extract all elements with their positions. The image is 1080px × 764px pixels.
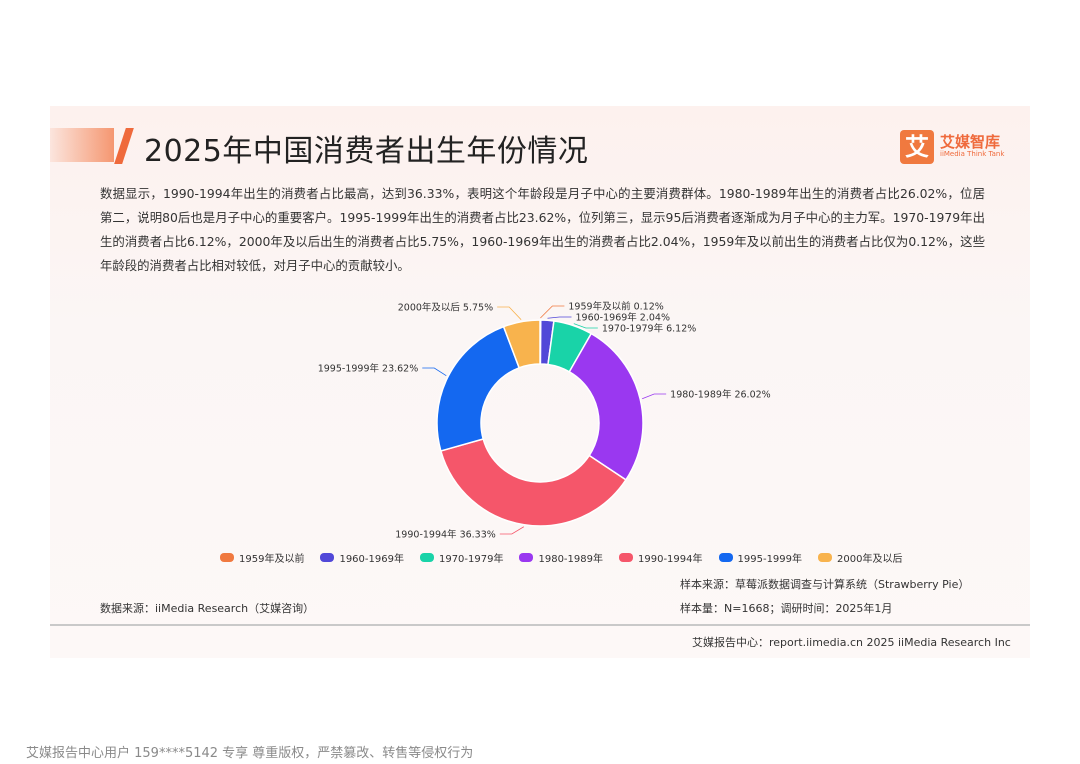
label-leader-line-7 (497, 306, 522, 320)
watermark-text: 艾媒报告中心用户 159****5142 专享 尊重版权，严禁篡改、转售等侵权行… (26, 746, 474, 761)
donut-chart: 1959年及以前 0.12%1960-1969年 2.04%1970-1979年… (318, 301, 771, 541)
logo-mark: 艾 (900, 130, 934, 164)
legend-swatch (619, 553, 633, 562)
legend-label: 1990-1994年 (638, 554, 703, 565)
report-slide: 2025年中国消费者出生年份情况 艾 艾媒智库 iiMedia Think Ta… (50, 106, 1030, 658)
legend-item-6: 1995-1999年 (718, 550, 803, 565)
legend-label: 1960-1969年 (339, 554, 404, 565)
label-leader-line-3 (573, 323, 598, 329)
legend-item-3: 1970-1979年 (419, 550, 504, 565)
page-title: 2025年中国消费者出生年份情况 (144, 134, 589, 169)
data-label-2: 1960-1969年 2.04% (576, 312, 670, 324)
legend-swatch (818, 553, 833, 562)
data-label-6: 1995-1999年 23.62% (318, 363, 419, 375)
sample-size: 样本量：N=1668；调研时间：2025年1月 (680, 602, 893, 615)
data-source: 数据来源：iiMedia Research（艾媒咨询） (100, 602, 315, 615)
chart-legend: 1959年及以前 1960-1969年 1970-1979年 1980-1989年 19… (220, 550, 920, 565)
sample-source: 样本来源：草莓派数据调查与计算系统（Strawberry Pie） (680, 578, 970, 591)
data-label-5: 1990-1994年 36.33% (395, 529, 496, 541)
legend-item-5: 1990-1994年 (619, 550, 703, 565)
label-leader-line-6 (422, 367, 447, 377)
legend-label: 1995-1999年 (737, 554, 803, 565)
footer-copyright: 艾媒报告中心：report.iimedia.cn 2025 iiMedia Re… (692, 636, 1011, 649)
label-leader-line-2 (547, 316, 572, 319)
label-leader-line-5 (499, 526, 525, 535)
legend-item-2: 1960-1969年 (320, 550, 404, 565)
legend-item-1: 1959年及以前 (220, 550, 304, 565)
data-label-7: 2000年及以后 5.75% (398, 302, 493, 314)
logo-name-cn: 艾媒智库 (940, 133, 1001, 151)
legend-label: 2000年及以后 (837, 554, 903, 565)
legend-label: 1980-1989年 (538, 554, 603, 565)
legend-swatch (320, 553, 335, 562)
label-leader-line-1 (540, 305, 565, 319)
donut-slice-7 (502, 319, 541, 369)
legend-swatch (718, 553, 733, 562)
footer-divider (50, 624, 1030, 626)
logo-name-en: iiMedia Think Tank (940, 150, 1005, 158)
donut-slice-5 (439, 438, 627, 527)
legend-label: 1959年及以前 (239, 554, 305, 565)
legend-item-4: 1980-1989年 (519, 550, 603, 565)
donut-slice-4 (568, 332, 644, 481)
title-accent-bar (50, 128, 114, 162)
label-leader-line-4 (642, 393, 667, 400)
data-label-4: 1980-1989年 26.02% (670, 389, 771, 401)
donut-slice-6 (436, 325, 521, 452)
summary-paragraph: 数据显示，1990-1994年出生的消费者占比最高，达到36.33%，表明这个年… (100, 186, 985, 273)
legend-swatch (419, 553, 434, 562)
data-label-1: 1959年及以前 0.12% (568, 301, 663, 313)
legend-swatch (220, 553, 234, 562)
legend-label: 1970-1979年 (438, 554, 504, 565)
data-label-3: 1970-1979年 6.12% (602, 323, 696, 335)
legend-swatch (519, 553, 534, 562)
legend-item-7: 2000年及以后 (818, 550, 902, 565)
